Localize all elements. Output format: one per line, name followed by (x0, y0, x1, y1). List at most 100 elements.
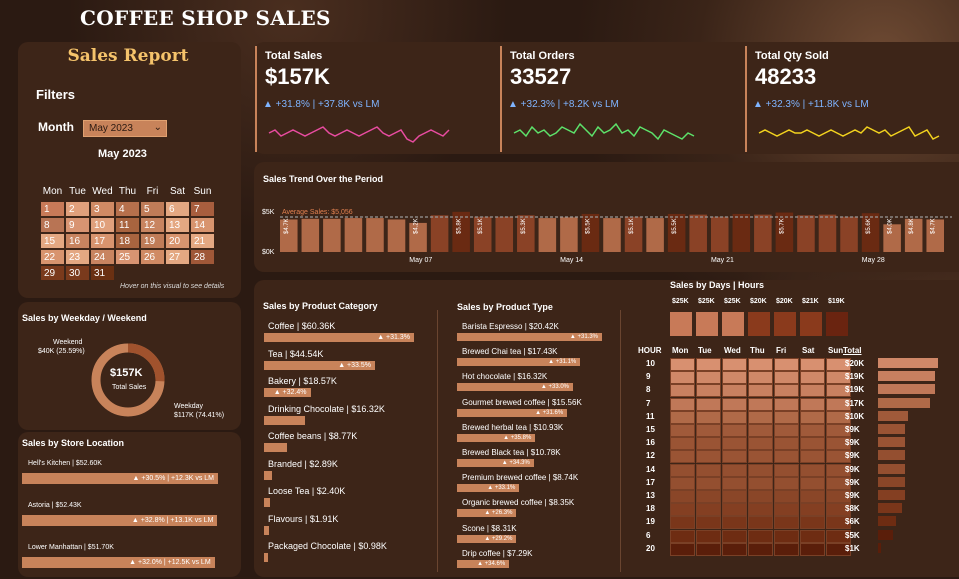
calendar-day[interactable]: 25 (115, 249, 140, 265)
hour-total-bar[interactable] (878, 424, 905, 434)
trend-bar[interactable] (517, 215, 535, 252)
trend-bar[interactable] (430, 215, 449, 252)
heatmap-cell[interactable] (748, 490, 773, 503)
heatmap-cell[interactable] (722, 463, 747, 477)
trend-bar[interactable] (624, 216, 643, 252)
calendar-day[interactable]: 1 (40, 201, 65, 217)
calendar-day[interactable]: 2 (65, 201, 90, 217)
heatmap-cell[interactable] (696, 450, 721, 464)
heatmap-cell[interactable] (670, 516, 695, 530)
kpi-sparkline[interactable] (755, 120, 945, 150)
heatmap-cell[interactable] (826, 358, 851, 371)
calendar-day[interactable]: 5 (140, 201, 165, 217)
heatmap-cell[interactable] (696, 358, 721, 371)
trend-bar[interactable] (473, 216, 492, 252)
heatmap-cell[interactable] (748, 476, 773, 490)
hour-total-bar[interactable] (878, 542, 881, 553)
trend-bar[interactable] (861, 213, 880, 252)
calendar-day[interactable]: 10 (90, 217, 115, 233)
trend-bar[interactable] (495, 216, 514, 252)
day-total-block[interactable] (670, 312, 692, 336)
heatmap-cell[interactable] (774, 424, 799, 437)
trend-bar[interactable] (280, 219, 298, 252)
heatmap-cell[interactable] (748, 503, 773, 517)
calendar-day[interactable]: 17 (90, 233, 115, 249)
heatmap-cell[interactable] (696, 437, 721, 451)
calendar-day[interactable]: 30 (65, 265, 90, 281)
heatmap-cell[interactable] (670, 542, 695, 556)
hour-total-bar[interactable] (878, 529, 893, 540)
heatmap-cell[interactable] (826, 397, 851, 411)
heatmap-cell[interactable] (774, 476, 799, 490)
trend-bar[interactable] (301, 218, 320, 252)
trend-bar[interactable] (452, 211, 470, 252)
store-bar[interactable]: ▲ +30.5% | +12.3K vs LM (22, 473, 218, 484)
heatmap-cell[interactable] (826, 516, 851, 530)
heatmap-cell[interactable] (722, 424, 747, 437)
trend-bar[interactable] (754, 214, 772, 252)
calendar-day[interactable]: 14 (190, 217, 215, 233)
heatmap-cell[interactable] (696, 424, 721, 437)
ptype-bar[interactable]: ▲ +31.6% (457, 408, 568, 417)
heatmap-cell[interactable] (826, 371, 851, 385)
trend-chart[interactable]: $5K $0K Average Sales: $5,056 $4.7K $4.2K $5.… (262, 195, 952, 267)
heatmap-cell[interactable] (696, 490, 721, 503)
ptype-bar[interactable]: ▲ +34.3% (457, 459, 534, 467)
calendar-day[interactable]: 8 (40, 217, 65, 233)
kpi-sparkline[interactable] (510, 120, 700, 150)
day-total-block[interactable] (722, 312, 744, 336)
heatmap-cell[interactable] (722, 371, 747, 385)
ptype-bar[interactable]: ▲ +29.2% (457, 534, 517, 543)
heatmap-cell[interactable] (800, 529, 825, 543)
store-bar[interactable]: ▲ +32.0% | +12.5K vs LM (22, 557, 215, 568)
heatmap-cell[interactable] (670, 503, 695, 517)
calendar-day[interactable]: 23 (65, 249, 90, 265)
heatmap-cell[interactable] (696, 476, 721, 490)
heatmap-cell[interactable] (748, 529, 773, 543)
calendar-day[interactable]: 11 (115, 217, 140, 233)
heatmap-cell[interactable] (748, 397, 773, 411)
heatmap-cell[interactable] (722, 397, 747, 411)
trend-bar[interactable] (581, 213, 600, 252)
heatmap-cell[interactable] (774, 397, 799, 411)
trend-bar[interactable] (926, 219, 944, 252)
trend-bar[interactable] (689, 214, 707, 252)
trend-bar[interactable] (538, 218, 557, 252)
store-bar[interactable]: ▲ +32.8% | +13.1K vs LM (22, 515, 218, 526)
heatmap-cell[interactable] (774, 529, 799, 543)
heatmap-cell[interactable] (826, 542, 851, 556)
heatmap-cell[interactable] (670, 384, 695, 398)
hour-total-bar[interactable] (878, 516, 896, 527)
heatmap-cell[interactable] (748, 358, 773, 371)
calendar-day[interactable]: 18 (115, 233, 140, 249)
trend-bar[interactable] (732, 213, 751, 252)
ptype-bar[interactable]: ▲ +26.3% (457, 509, 517, 518)
heatmap-cell[interactable] (800, 410, 825, 424)
heatmap-cell[interactable] (800, 476, 825, 490)
trend-bar[interactable] (323, 218, 341, 252)
ptype-bar[interactable]: ▲ +31.1% (457, 358, 581, 367)
heatmap-cell[interactable] (696, 503, 721, 517)
heatmap-cell[interactable] (826, 529, 851, 543)
heatmap-cell[interactable] (748, 424, 773, 437)
heatmap-cell[interactable] (748, 542, 773, 556)
hour-total-bar[interactable] (878, 437, 905, 448)
heatmap-cell[interactable] (670, 476, 695, 490)
heatmap-cell[interactable] (800, 503, 825, 517)
category-bar[interactable]: ▲ +32.4% (264, 388, 311, 397)
heatmap-cell[interactable] (696, 371, 721, 385)
heatmap-cell[interactable] (774, 384, 799, 398)
heatmap-cell[interactable] (722, 529, 747, 543)
heatmap-cell[interactable] (800, 371, 825, 385)
heatmap-cell[interactable] (774, 503, 799, 517)
trend-bar[interactable] (646, 218, 664, 252)
calendar-day[interactable]: 15 (40, 233, 65, 249)
heatmap-cell[interactable] (800, 384, 825, 398)
calendar-day[interactable]: 28 (190, 249, 215, 265)
calendar-day[interactable]: 19 (140, 233, 165, 249)
heatmap-cell[interactable] (696, 463, 721, 477)
heatmap-cell[interactable] (722, 358, 747, 371)
calendar-day[interactable]: 13 (165, 217, 190, 233)
trend-bar[interactable] (797, 215, 815, 252)
heatmap-cell[interactable] (722, 437, 747, 451)
